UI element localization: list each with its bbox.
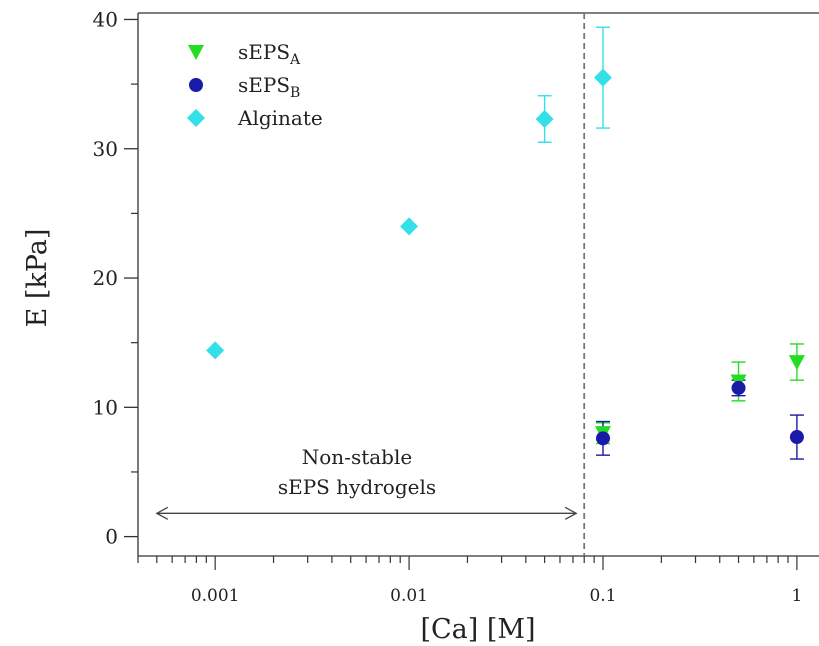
axis-ticks <box>124 18 798 570</box>
data-point <box>595 431 610 446</box>
x-tick-label: 0.001 <box>191 586 240 606</box>
y-tick-label: 20 <box>93 266 118 290</box>
y-tick-label: 40 <box>93 7 118 31</box>
legend: sEPSA sEPSB Alginate <box>187 40 323 130</box>
tick-labels: 0 10 20 30 40 0.001 0.01 0.1 1 <box>93 7 803 606</box>
data-point <box>535 110 554 129</box>
x-tick-label: 1 <box>791 586 802 606</box>
data-point <box>731 380 746 395</box>
annotation-text: Non-stable <box>302 445 412 469</box>
annotation-text: sEPS hydrogels <box>278 475 436 499</box>
data-point <box>789 430 804 445</box>
legend-marker <box>189 78 203 92</box>
data-point <box>206 341 225 360</box>
legend-marker <box>187 109 205 127</box>
data-point <box>788 355 805 371</box>
x-tick-label: 0.01 <box>390 586 428 606</box>
x-tick-label: 0.1 <box>589 586 616 606</box>
data-point <box>400 217 419 236</box>
arrow-head-left <box>155 506 169 520</box>
legend-marker <box>188 45 204 60</box>
y-tick-label: 30 <box>93 137 118 161</box>
arrow-head-right <box>564 506 578 520</box>
y-tick-label: 10 <box>93 395 118 419</box>
plot-frame <box>137 12 819 557</box>
annotation-group: Non-stable sEPS hydrogels <box>155 445 578 520</box>
y-axis-title: E [kPa] <box>22 229 53 328</box>
data-point <box>593 68 612 87</box>
x-axis-title: [Ca] [M] <box>420 614 535 645</box>
error-bars <box>537 26 804 460</box>
legend-label: sEPSA <box>238 40 301 68</box>
legend-label: Alginate <box>237 106 323 130</box>
data-markers <box>206 68 805 446</box>
y-tick-label: 0 <box>105 525 118 549</box>
legend-label: sEPSB <box>238 73 300 101</box>
